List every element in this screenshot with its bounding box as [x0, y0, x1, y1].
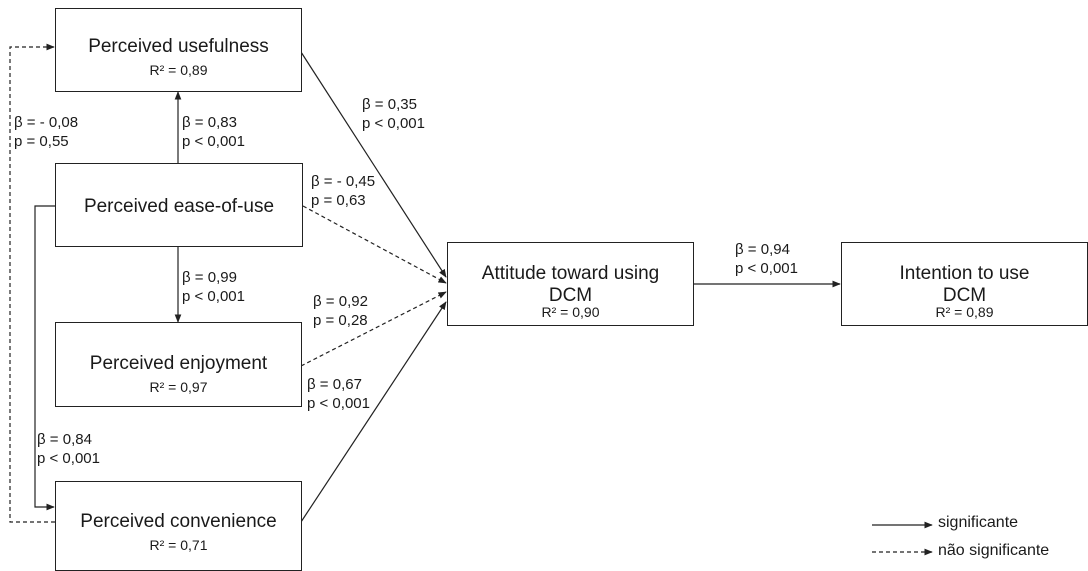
- node-title-line2: DCM: [942, 285, 987, 306]
- node-r2: R² = 0,97: [149, 379, 208, 395]
- node-title: Perceived enjoyment: [89, 353, 268, 374]
- node-r2: R² = 0,71: [149, 537, 208, 553]
- node-perceived-ease-of-use: Perceived ease-of-use: [55, 163, 303, 247]
- label-ease-to-useful: β = 0,83 p < 0,001: [182, 113, 245, 151]
- p-value: p < 0,001: [362, 115, 425, 132]
- p-value: p = 0,28: [313, 312, 368, 329]
- node-perceived-usefulness: Perceived usefulness R² = 0,89: [55, 8, 302, 92]
- p-value: p < 0,001: [37, 450, 100, 467]
- node-title-line1: Attitude toward using: [481, 263, 660, 284]
- legend-solid-label: significante: [938, 514, 1019, 531]
- edge-convenience-to-usefulness: [9, 43, 55, 523]
- node-title-line2: DCM: [548, 285, 593, 306]
- node-title: Perceived usefulness: [88, 36, 269, 57]
- p-value: p < 0,001: [307, 395, 370, 412]
- edge-ease-to-convenience: [34, 205, 55, 511]
- beta-value: β = 0,84: [37, 431, 92, 448]
- beta-value: β = - 0,08: [14, 114, 79, 131]
- p-value: p < 0,001: [735, 260, 798, 277]
- node-perceived-convenience: Perceived convenience R² = 0,71: [55, 481, 302, 571]
- node-attitude-toward-using-dcm: Attitude toward using DCM R² = 0,90: [447, 242, 694, 326]
- label-useful-to-att: β = 0,35 p < 0,001: [362, 95, 425, 133]
- node-title-line1: Intention to use: [899, 263, 1030, 284]
- label-ease-to-att: β = - 0,45 p = 0,63: [311, 172, 375, 210]
- p-value: p < 0,001: [182, 288, 245, 305]
- legend-dashed-label: não significante: [938, 542, 1050, 559]
- p-value: p = 0,55: [14, 133, 69, 150]
- node-title: Perceived ease-of-use: [83, 196, 275, 217]
- beta-value: β = 0,92: [313, 293, 368, 310]
- beta-value: β = 0,35: [362, 96, 417, 113]
- node-perceived-enjoyment: Perceived enjoyment R² = 0,97: [55, 322, 302, 407]
- p-value: p < 0,001: [182, 133, 245, 150]
- label-conv-to-useful: β = - 0,08 p = 0,55: [14, 113, 78, 151]
- beta-value: β = - 0,45: [311, 173, 376, 190]
- node-r2: R² = 0,89: [935, 304, 994, 320]
- edge-enjoyment-to-attitude: [300, 291, 447, 367]
- label-ease-to-enjoy: β = 0,99 p < 0,001: [182, 268, 245, 306]
- label-conv-to-att: β = 0,67 p < 0,001: [307, 375, 370, 413]
- beta-value: β = 0,99: [182, 269, 237, 286]
- p-value: p = 0,63: [311, 192, 366, 209]
- edge-convenience-to-attitude: [300, 301, 447, 523]
- label-att-to-int: β = 0,94 p < 0,001: [735, 240, 798, 278]
- node-title: Perceived convenience: [80, 511, 277, 532]
- beta-value: β = 0,67: [307, 376, 362, 393]
- edge-usefulness-to-attitude: [300, 51, 447, 278]
- node-intention-to-use-dcm: Intention to use DCM R² = 0,89: [841, 242, 1088, 326]
- label-ease-to-conv: β = 0,84 p < 0,001: [37, 430, 100, 468]
- beta-value: β = 0,94: [735, 241, 790, 258]
- node-r2: R² = 0,89: [149, 62, 208, 78]
- label-enjoy-to-att: β = 0,92 p = 0,28: [313, 292, 368, 330]
- node-r2: R² = 0,90: [541, 304, 600, 320]
- beta-value: β = 0,83: [182, 114, 237, 131]
- edge-ease-to-attitude: [302, 205, 447, 284]
